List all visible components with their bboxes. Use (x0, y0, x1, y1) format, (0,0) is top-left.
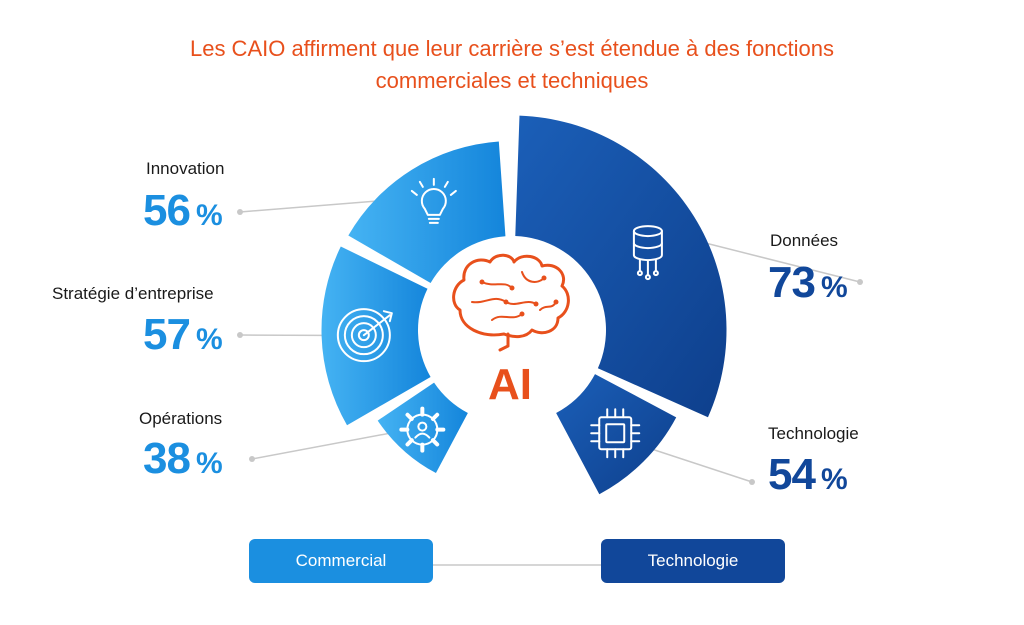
value-technologie: 54% (768, 450, 848, 500)
target-icon (336, 308, 393, 363)
value-strategie-unit: % (195, 323, 223, 356)
leader-dot-0 (237, 209, 243, 215)
segment-4 (556, 374, 677, 495)
segment-2 (377, 382, 468, 474)
value-operations-number: 38 (143, 434, 191, 483)
value-strategie: 57% (143, 310, 223, 360)
segment-icons (336, 177, 663, 459)
gear-icon (399, 406, 446, 453)
value-innovation-number: 56 (143, 186, 191, 235)
legend-technologie: Technologie (601, 539, 785, 583)
leader-dot-4 (749, 479, 755, 485)
center-ai-label: AI (488, 360, 532, 409)
label-operations: Opérations (139, 409, 223, 428)
value-strategie-number: 57 (143, 310, 191, 359)
brain-icon (452, 253, 570, 352)
label-innovation: Innovation (146, 159, 225, 178)
leader-dot-3 (857, 279, 863, 285)
value-operations-unit: % (195, 447, 223, 480)
leader-dot-1 (237, 332, 243, 338)
value-donnees: 73% (768, 258, 848, 308)
label-technologie: Technologie (768, 424, 859, 443)
value-technologie-unit: % (820, 463, 848, 496)
donut-segments (321, 115, 727, 495)
segment-3 (515, 115, 727, 418)
value-operations: 38% (143, 434, 223, 484)
value-innovation: 56% (143, 186, 223, 236)
chip-icon (590, 408, 641, 459)
value-donnees-number: 73 (768, 258, 816, 307)
value-donnees-unit: % (820, 271, 848, 304)
lightbulb-icon (410, 177, 457, 224)
label-strategie: Stratégie d’entreprise (52, 284, 214, 303)
legend-commercial: Commercial (249, 539, 433, 583)
chart-title-line-2: commerciales et techniques (375, 68, 649, 93)
label-donnees: Données (770, 231, 839, 250)
leader-dot-2 (249, 456, 255, 462)
chart-title-line-1: Les CAIO affirment que leur carrière s’e… (189, 36, 835, 61)
database-icon (632, 225, 663, 281)
value-innovation-unit: % (195, 199, 223, 232)
value-technologie-number: 54 (768, 450, 816, 499)
